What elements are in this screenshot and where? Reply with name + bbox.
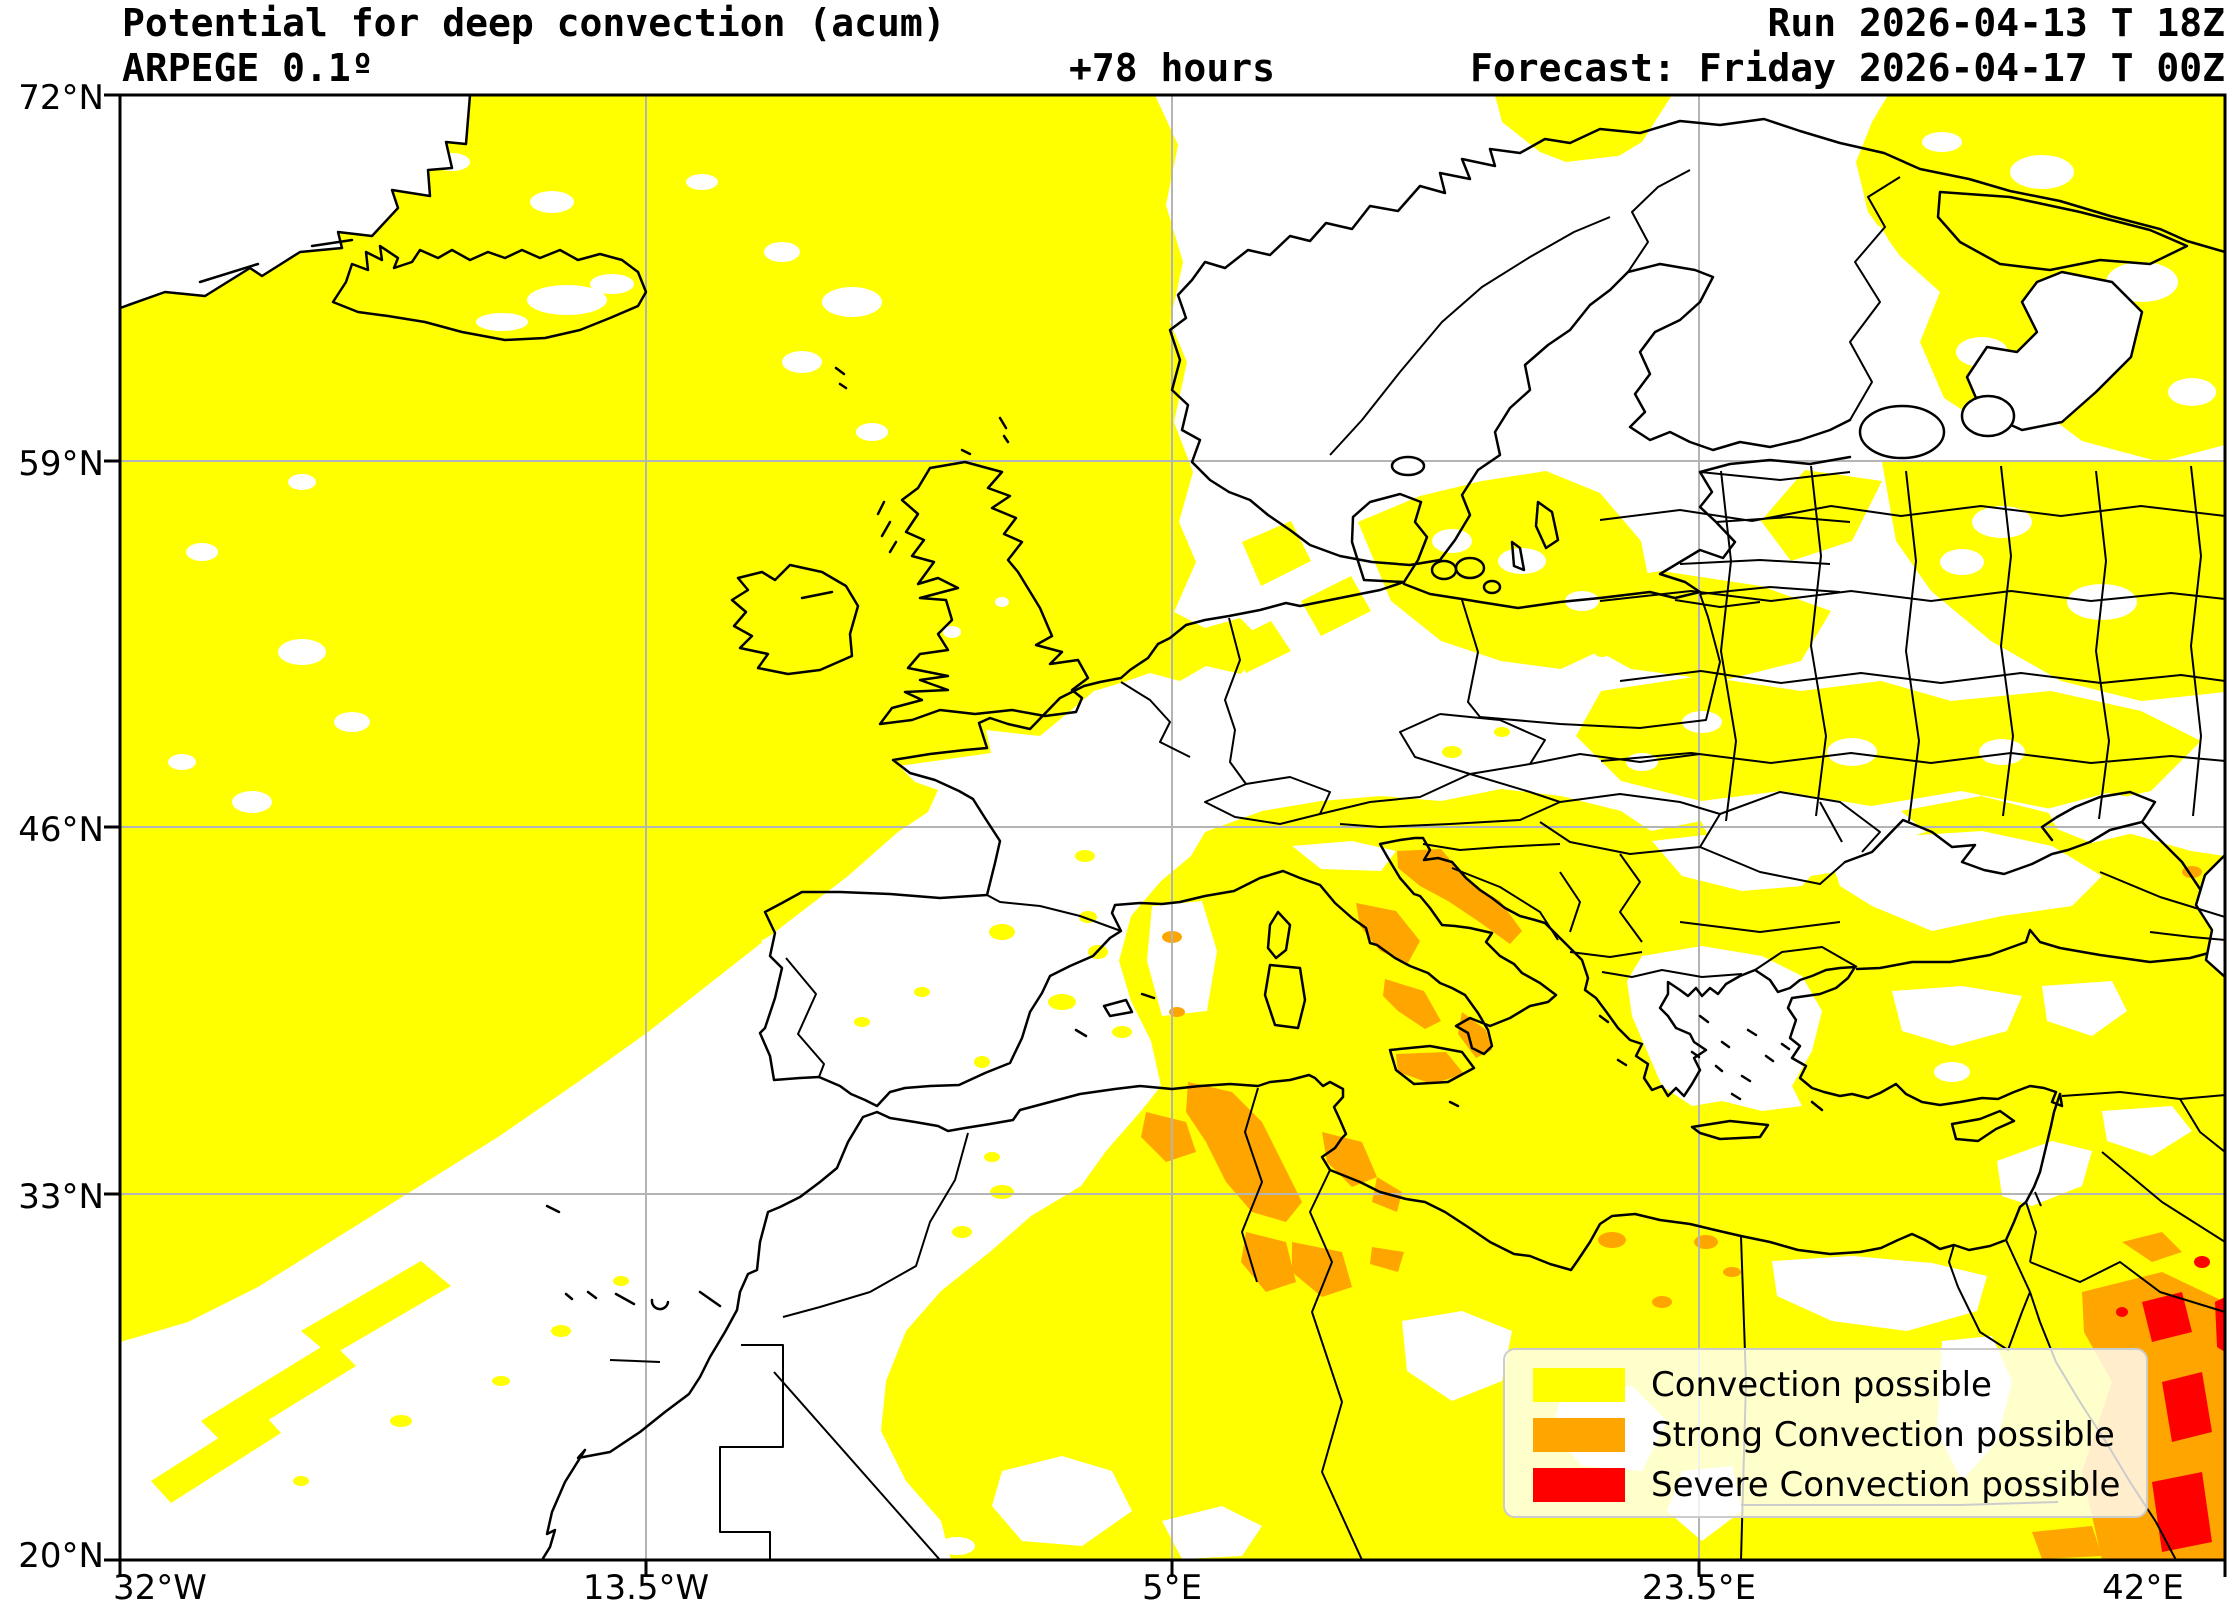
strong-convection-layer [1141, 849, 2224, 1559]
axis-ticks [104, 93, 2227, 1577]
lat-tick-72N: 72°N [18, 78, 104, 118]
legend-label: Strong Convection possible [1651, 1415, 2115, 1455]
lat-tick-59N: 59°N [18, 444, 104, 484]
lon-tick-13p5W: 13.5°W [582, 1568, 710, 1605]
legend: Convection possible Strong Convection po… [1503, 1348, 2148, 1518]
header-left: Potential for deep convection (acum) ARPE… [122, 1, 946, 91]
run-label: Run 2026-04-13 T 18Z [1767, 1, 2225, 45]
legend-item-convection: Convection possible [1533, 1360, 2146, 1410]
plot-frame [104, 93, 2227, 1577]
lat-tick-20N: 20°N [18, 1536, 104, 1576]
severe-convection-swatch [1533, 1468, 1625, 1502]
lon-tick-42E: 42°E [2102, 1568, 2184, 1605]
header-right: Run 2026-04-13 T 18Z Forecast: Friday 202… [1470, 1, 2225, 91]
legend-item-strong-convection: Strong Convection possible [1533, 1410, 2146, 1460]
forecast-label: Forecast: Friday 2026-04-17 T 00Z [1470, 46, 2225, 90]
lon-tick-32W: 32°W [113, 1568, 207, 1605]
page-title: Potential for deep convection (acum) [122, 1, 946, 45]
legend-item-severe-convection: Severe Convection possible [1533, 1460, 2146, 1510]
model-label: ARPEGE 0.1º [122, 46, 374, 90]
coastlines-layer [121, 96, 2224, 1559]
strong-convection-swatch [1533, 1418, 1625, 1452]
legend-label: Severe Convection possible [1651, 1465, 2121, 1505]
lat-tick-46N: 46°N [18, 810, 104, 850]
convection-swatch [1533, 1368, 1625, 1402]
borders-layer [609, 169, 2224, 1559]
lead-time-label: +78 hours [1069, 46, 1275, 90]
lat-tick-33N: 33°N [18, 1177, 104, 1217]
lon-tick-23p5E: 23.5°E [1641, 1568, 1757, 1605]
legend-label: Convection possible [1651, 1365, 1992, 1405]
lon-tick-5E: 5°E [1141, 1568, 1203, 1605]
